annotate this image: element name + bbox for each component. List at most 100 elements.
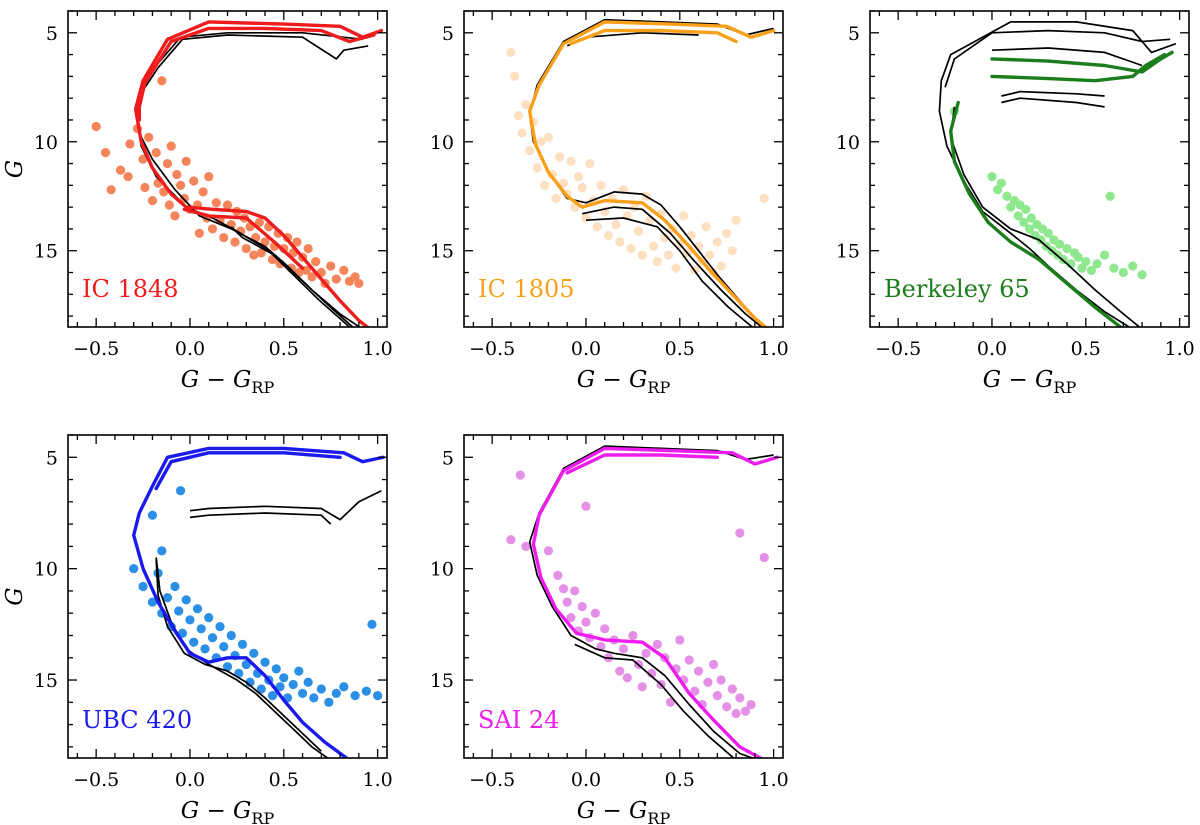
- plot-area: [506, 18, 776, 327]
- data-point: [204, 613, 214, 623]
- data-point: [716, 261, 726, 271]
- data-point: [303, 243, 313, 254]
- data-point: [517, 128, 527, 138]
- data-point: [581, 617, 591, 627]
- isochrone-line: [528, 445, 774, 758]
- data-point: [987, 172, 997, 182]
- plot-area: [938, 21, 1177, 327]
- y-tick-label: 10: [836, 132, 860, 154]
- data-point: [354, 278, 364, 289]
- isochrone-line: [189, 489, 382, 521]
- x-axis-label: G − GRP: [577, 798, 671, 825]
- data-point: [207, 633, 218, 643]
- isochrone-line: [574, 643, 735, 758]
- data-point: [684, 655, 694, 665]
- y-tick-label: 15: [430, 670, 454, 692]
- data-point: [147, 597, 158, 607]
- data-point: [562, 597, 572, 607]
- data-point: [226, 630, 236, 641]
- data-point: [600, 624, 610, 634]
- best-fit-isochrone: [182, 207, 305, 270]
- data-point: [157, 76, 167, 86]
- data-point: [740, 706, 751, 716]
- isochrone-line: [585, 217, 754, 327]
- data-point: [665, 697, 676, 707]
- data-point: [521, 541, 531, 551]
- panel-1: −0.5 0.0 0.5 1.0 5 10 15 G − GRP G IC 1848: [2, 10, 393, 397]
- data-point: [1086, 265, 1097, 275]
- best-fit-isochrone: [990, 50, 1174, 74]
- data-point: [185, 615, 195, 625]
- isochrone-line: [944, 29, 1171, 88]
- data-point: [219, 233, 229, 243]
- data-point: [271, 664, 281, 674]
- data-point: [555, 152, 565, 162]
- x-axis-label: G − GRP: [181, 367, 275, 397]
- data-point: [1013, 211, 1023, 221]
- data-point: [144, 132, 154, 142]
- cluster-name-label: UBC 420: [82, 706, 192, 734]
- data-point: [230, 237, 240, 247]
- best-fit-isochrone: [133, 20, 384, 327]
- data-point: [543, 132, 554, 142]
- panel-4: −0.5 0.0 0.5 1.0 5 10 15 G − GRP G UBC 420: [2, 434, 393, 825]
- data-point: [648, 241, 659, 251]
- data-point: [628, 630, 638, 641]
- x-tick-label: −0.5: [73, 338, 119, 360]
- data-point: [1019, 217, 1029, 227]
- data-point: [303, 677, 313, 687]
- data-point: [211, 198, 221, 208]
- data-point: [1137, 270, 1147, 280]
- y-axis-label: G: [2, 587, 28, 605]
- data-point: [735, 528, 745, 538]
- y-tick-label: 5: [46, 447, 58, 469]
- data-point: [596, 180, 606, 190]
- x-tick-label: 0.5: [269, 338, 299, 360]
- data-point: [1036, 235, 1046, 245]
- data-point: [708, 659, 719, 670]
- data-point: [267, 691, 278, 701]
- data-point: [204, 172, 214, 182]
- data-point: [573, 172, 584, 182]
- y-tick-label: 5: [442, 23, 454, 45]
- data-point: [279, 673, 289, 683]
- data-point: [1073, 252, 1083, 262]
- panel-2: −0.5 0.0 0.5 1.0 5 10 15 G − GRP IC 1805: [430, 10, 789, 397]
- data-point: [626, 243, 636, 254]
- best-fit-isochrone: [531, 446, 780, 758]
- data-point: [558, 178, 569, 188]
- data-point: [686, 230, 696, 241]
- y-tick-label: 5: [46, 23, 58, 45]
- data-point: [759, 193, 769, 204]
- x-tick-label: 0.0: [175, 338, 205, 360]
- cluster-name-label: IC 1848: [82, 275, 179, 303]
- data-point: [566, 613, 576, 623]
- data-point: [506, 47, 516, 58]
- x-axis-label: G − GRP: [983, 367, 1077, 397]
- data-point: [157, 546, 167, 556]
- data-point: [170, 581, 180, 592]
- data-point: [652, 639, 662, 649]
- y-tick-label: 10: [34, 132, 58, 154]
- data-point: [138, 581, 148, 592]
- data-point: [181, 595, 191, 605]
- plot-area: [129, 446, 385, 758]
- data-point: [615, 237, 625, 247]
- data-point: [727, 246, 737, 256]
- data-point: [746, 699, 756, 710]
- data-point: [256, 248, 266, 258]
- data-point: [1024, 224, 1035, 234]
- data-point: [703, 677, 713, 687]
- data-point: [540, 180, 550, 190]
- data-point: [123, 172, 133, 182]
- cluster-name-label: Berkeley 65: [884, 275, 1030, 303]
- x-tick-label: 0.5: [665, 769, 695, 791]
- x-tick-label: −0.5: [875, 338, 921, 360]
- data-point: [181, 156, 191, 166]
- x-tick-label: 0.0: [571, 338, 601, 360]
- data-point: [373, 691, 383, 701]
- y-tick-label: 10: [430, 559, 454, 581]
- x-tick-label: 0.0: [977, 338, 1007, 360]
- data-point: [701, 222, 711, 232]
- data-point: [536, 137, 546, 147]
